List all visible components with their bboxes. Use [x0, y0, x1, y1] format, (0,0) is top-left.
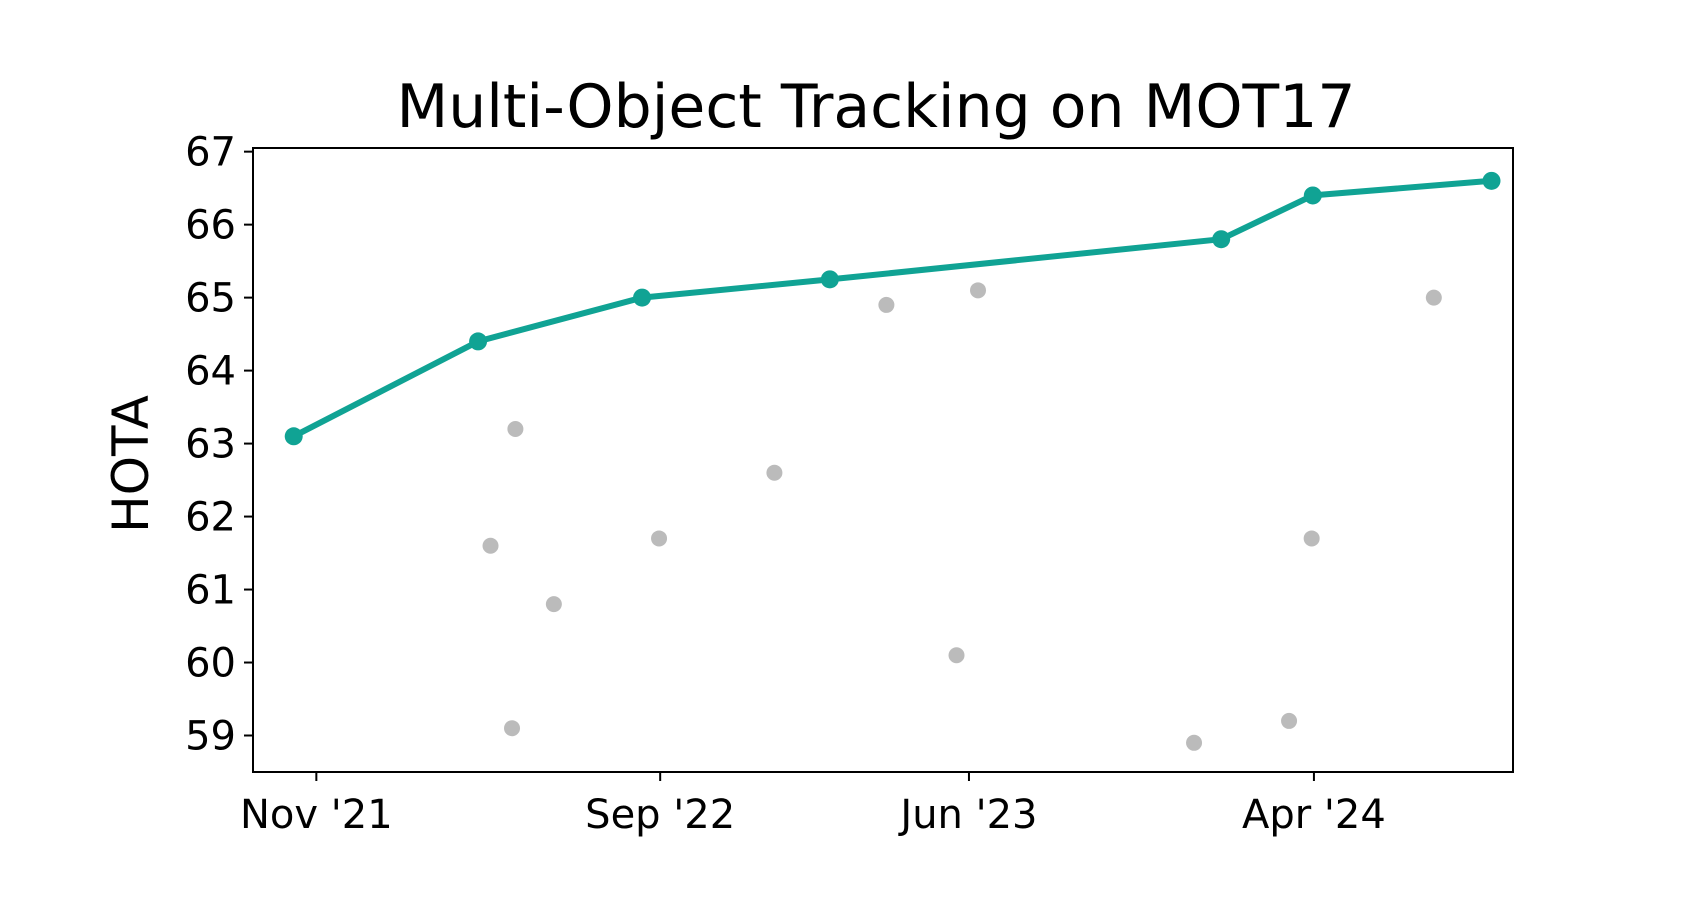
- other-method-point: [651, 530, 668, 547]
- other-method-point: [970, 282, 987, 299]
- sota-point: [1212, 230, 1231, 249]
- y-tick-label: 65: [185, 276, 236, 322]
- x-tick-label: Apr '24: [1242, 792, 1386, 838]
- other-method-point: [948, 647, 965, 664]
- other-method-point: [1281, 712, 1298, 729]
- sota-point: [284, 427, 303, 446]
- x-tick-label: Sep '22: [585, 792, 735, 838]
- other-method-point: [504, 720, 521, 737]
- y-tick-label: 62: [185, 495, 236, 541]
- y-tick-label: 61: [185, 568, 236, 614]
- y-tick-label: 59: [185, 714, 236, 760]
- sota-point: [633, 288, 652, 307]
- plot-frame: [252, 147, 1514, 773]
- y-tick-label: 64: [185, 349, 236, 395]
- sota-point: [820, 270, 839, 289]
- x-axis: Nov '21 Sep '22 Jun '23 Apr '24: [240, 772, 1386, 838]
- other-method-point: [507, 420, 524, 437]
- sota-point: [1303, 186, 1322, 205]
- other-method-point: [1425, 289, 1442, 306]
- y-tick-label: 66: [185, 203, 236, 249]
- other-method-point: [766, 464, 783, 481]
- other-method-point: [482, 537, 499, 554]
- y-tick-label: 63: [185, 422, 236, 468]
- state-of-the-art-series: [284, 171, 1501, 446]
- other-method-point: [1303, 530, 1320, 547]
- y-tick-label: 67: [185, 130, 236, 176]
- x-tick-label: Jun '23: [897, 792, 1037, 838]
- other-method-point: [545, 596, 562, 613]
- y-axis-label: HOTA: [102, 395, 160, 533]
- sota-point: [1482, 171, 1501, 190]
- x-tick-label: Nov '21: [240, 792, 393, 838]
- other-method-point: [1186, 734, 1203, 751]
- y-axis: 59 60 61 62 63 64 65 66 67: [185, 130, 253, 760]
- other-method-point: [878, 296, 895, 313]
- sota-point: [469, 332, 488, 351]
- chart-title: Multi-Object Tracking on MOT17: [396, 72, 1355, 142]
- y-tick-label: 60: [185, 641, 236, 687]
- other-methods-series: [482, 282, 1442, 751]
